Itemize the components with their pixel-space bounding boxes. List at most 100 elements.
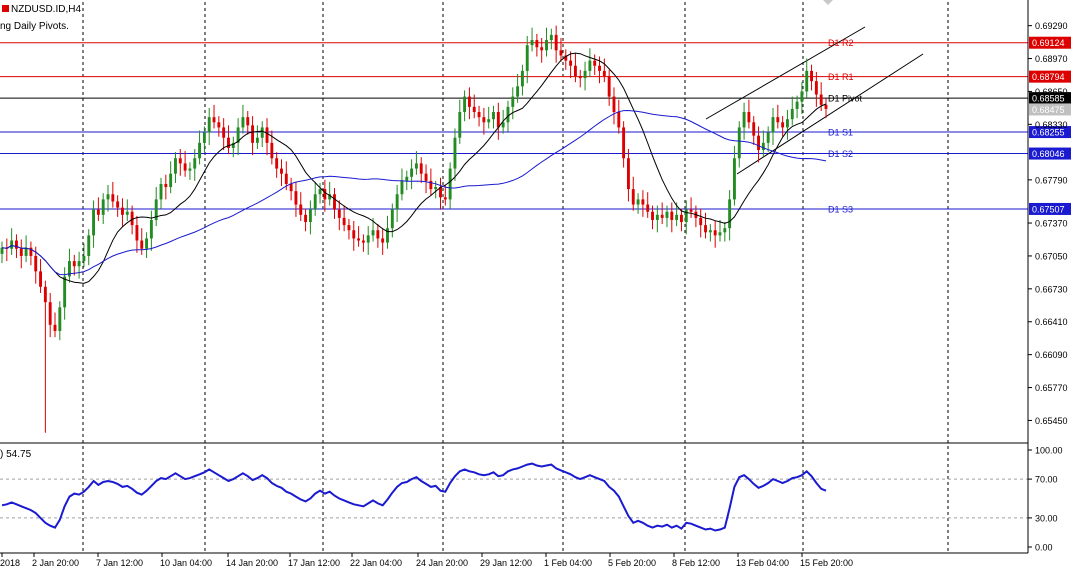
- candle-up: [145, 238, 149, 249]
- candle-down: [323, 189, 327, 200]
- candle-down: [280, 168, 283, 174]
- chart-shift-marker[interactable]: [823, 0, 833, 5]
- candle-up: [260, 127, 264, 138]
- candle-down: [15, 240, 18, 249]
- candle-up: [453, 137, 457, 169]
- candle-down: [284, 173, 288, 184]
- candle-down: [265, 127, 269, 143]
- time-tick-label: 29 Jan 12:00: [480, 558, 532, 568]
- candle-up: [386, 228, 389, 243]
- candle-up: [77, 261, 81, 267]
- candle-down: [357, 238, 361, 241]
- candle-down: [275, 158, 279, 169]
- candle-down: [704, 225, 707, 233]
- candle-up: [400, 180, 404, 195]
- candle-down: [814, 81, 818, 95]
- candle-up: [159, 183, 163, 200]
- candle-up: [684, 209, 688, 223]
- candle-down: [646, 204, 650, 212]
- time-tick-label: 2018: [0, 558, 20, 568]
- pivot-price-badge: [1029, 147, 1071, 160]
- pivot-label: D1 Pivot: [828, 94, 863, 104]
- price-tick-label: 0.69290: [1035, 21, 1068, 31]
- time-tick-label: 15 Feb 20:00: [800, 558, 853, 568]
- candle-down: [699, 217, 703, 226]
- candle-down: [183, 163, 187, 171]
- candle-up: [718, 232, 722, 236]
- time-tick-label: 2 Jan 20:00: [32, 558, 79, 568]
- candle-down: [757, 135, 760, 151]
- candle-down: [121, 207, 124, 215]
- current-price-text: 0.68475: [1032, 105, 1065, 115]
- candle-down: [573, 65, 577, 77]
- candle-up: [742, 112, 746, 128]
- candle-down: [212, 117, 216, 123]
- candle-down: [439, 187, 442, 198]
- candle-up: [395, 194, 399, 210]
- candle-down: [660, 214, 664, 218]
- price-tick-label: 0.67050: [1035, 251, 1068, 261]
- candle-up: [207, 117, 211, 133]
- candle-down: [631, 189, 635, 205]
- candle-down: [376, 230, 380, 239]
- candle-up: [101, 199, 105, 215]
- candle-up: [665, 211, 669, 218]
- pivot-label: D1 R2: [828, 38, 854, 48]
- candle-down: [679, 214, 683, 223]
- candle-up: [501, 122, 505, 128]
- candle-up: [202, 132, 206, 143]
- candle-down: [540, 47, 544, 51]
- candle-up: [198, 142, 202, 159]
- candle-down: [222, 127, 226, 138]
- candle-up: [255, 137, 259, 143]
- candle-down: [111, 194, 115, 202]
- candle-down: [227, 137, 230, 148]
- candle-up: [655, 214, 659, 220]
- price-tick-label: 0.65770: [1035, 383, 1068, 393]
- pivot-price-badge: [1029, 202, 1071, 215]
- candle-down: [164, 183, 168, 188]
- candle-down: [467, 96, 471, 107]
- candle-down: [429, 180, 433, 190]
- candle-up: [530, 40, 534, 46]
- pivot-price-badge: [1029, 70, 1071, 83]
- indicator-label: ng Daily Pivots.: [0, 21, 69, 32]
- candle-up: [728, 199, 732, 229]
- candle-down: [593, 60, 597, 66]
- candle-down: [651, 211, 654, 220]
- price-tick-label: 0.68650: [1035, 87, 1068, 97]
- candle-down: [381, 238, 385, 243]
- candle-up: [708, 230, 712, 233]
- candle-up: [405, 176, 409, 181]
- candle-down: [810, 70, 813, 82]
- price-tick-label: 0.68330: [1035, 120, 1068, 130]
- rsi-tick-label: 0.00: [1035, 543, 1053, 553]
- pivot-price-badge: [1029, 92, 1071, 105]
- candle-up: [805, 70, 809, 92]
- trend-channel[interactable]: [705, 26, 924, 175]
- candle-up: [371, 230, 375, 236]
- candle-down: [217, 122, 221, 128]
- candle-down: [53, 324, 57, 331]
- candle-down: [607, 76, 611, 97]
- candle-down: [96, 209, 100, 215]
- price-tick-label: 0.68970: [1035, 54, 1068, 64]
- candle-down: [752, 122, 756, 136]
- candle-down: [135, 225, 139, 241]
- pivot-price-badge: [1029, 36, 1071, 49]
- candle-up: [506, 106, 510, 123]
- candle-up: [636, 199, 640, 205]
- candle-down: [819, 94, 823, 105]
- pivot-price-text: 0.69124: [1032, 38, 1065, 48]
- candle-up: [241, 117, 245, 128]
- candle-down: [559, 50, 563, 56]
- price-tick-label: 0.66730: [1035, 284, 1068, 294]
- candle-up: [786, 119, 789, 128]
- price-tick-label: 0.66090: [1035, 350, 1068, 360]
- candle-down: [496, 112, 500, 128]
- candle-up: [487, 119, 491, 123]
- candle-down: [130, 211, 134, 226]
- symbol-label: NZDUSD.ID,H4: [11, 4, 81, 15]
